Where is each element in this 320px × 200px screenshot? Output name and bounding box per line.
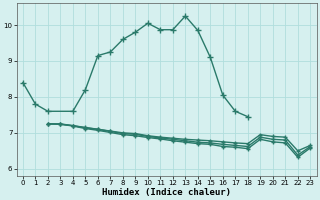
- X-axis label: Humidex (Indice chaleur): Humidex (Indice chaleur): [102, 188, 231, 197]
